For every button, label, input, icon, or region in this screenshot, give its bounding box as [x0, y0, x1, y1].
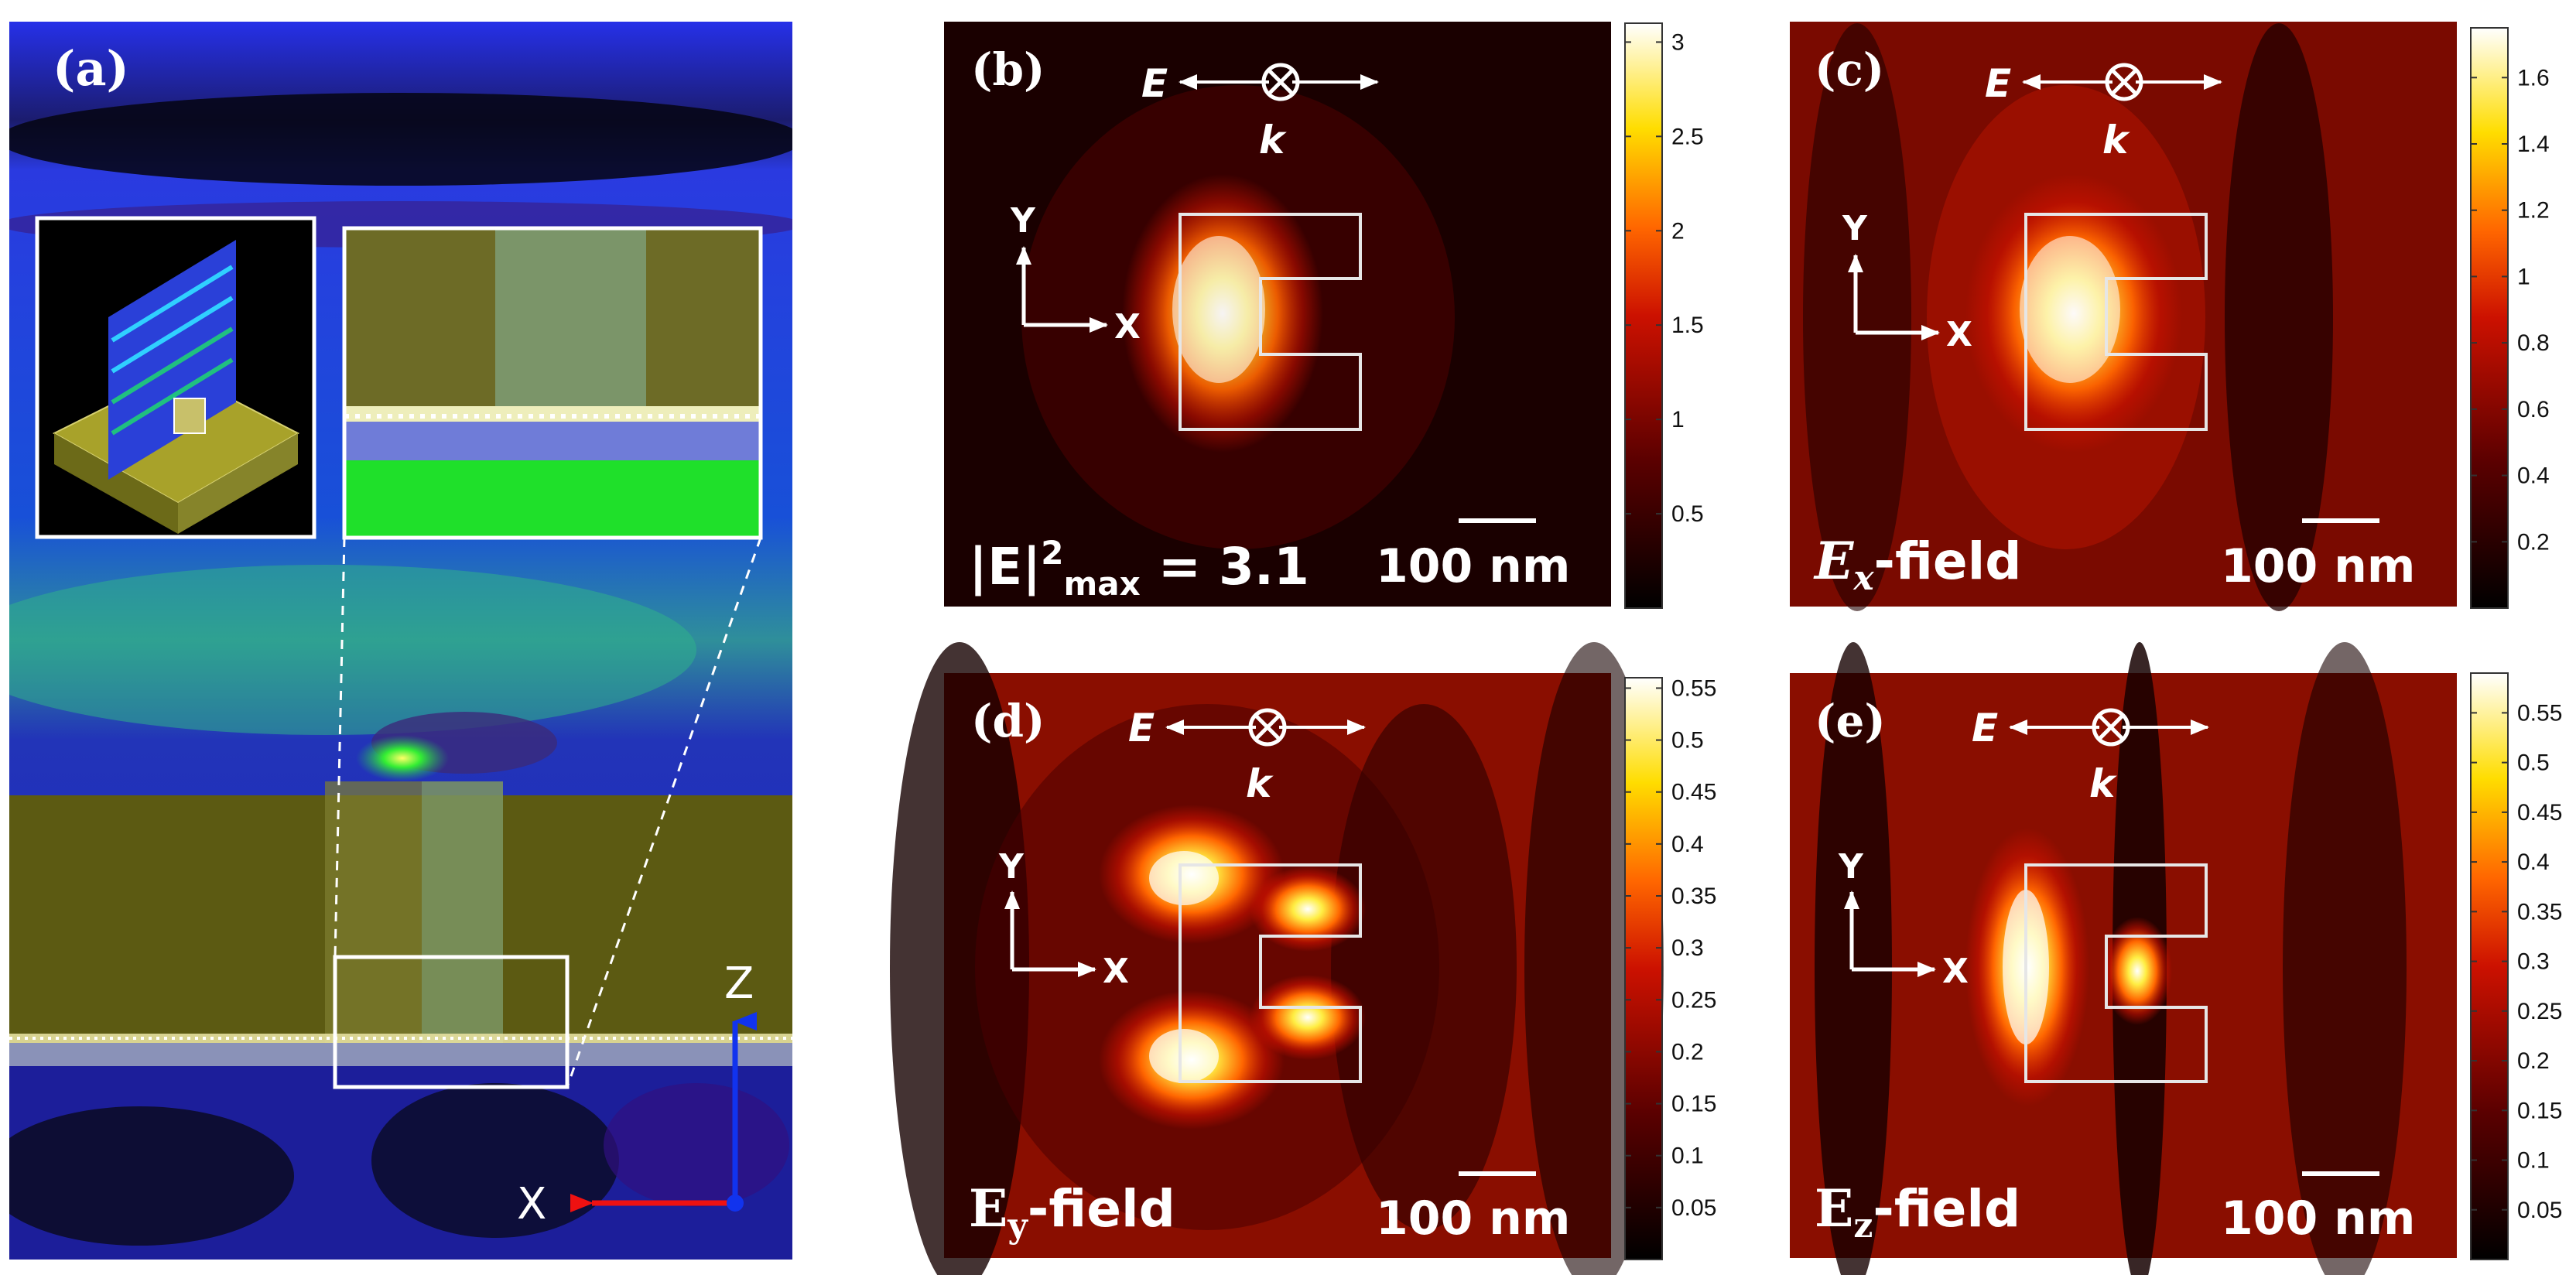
green-field-band: [9, 565, 696, 735]
k-into-page-icon: [1261, 63, 1300, 101]
field-label: |E|2max = 3.1: [969, 534, 1309, 603]
e-vector-label: E: [1985, 61, 2011, 106]
x-axis-label: X: [1942, 952, 1969, 991]
field-label: Ez-field: [1815, 1178, 2020, 1246]
scale-bar-label: 100 nm: [2221, 539, 2415, 593]
hotspot-d-upper-right: [1250, 867, 1366, 952]
colorbar-tick-label: 1.6: [2517, 65, 2550, 91]
colorbar-tick-label: 1.5: [1671, 313, 1704, 338]
colorbar-tick-label: 0.05: [2517, 1198, 2562, 1223]
zoom-line-right: [566, 537, 762, 1088]
colorbar-tick-label: 0.3: [1671, 935, 1704, 961]
metal-layer: [9, 1034, 792, 1043]
colorbar-tick-label: 1.2: [2517, 198, 2550, 224]
colorbar-tick-label: 3: [1671, 29, 1685, 55]
colorbar-tick-label: 0.4: [2517, 849, 2550, 875]
colorbar-tick-label: 1.4: [2517, 132, 2550, 157]
colorbar-tick-label: 0.8: [2517, 330, 2550, 356]
colorbar-tick-label: 0.2: [2517, 1048, 2550, 1074]
colorbar-tick-label: 2.5: [1671, 124, 1704, 149]
colorbar-tick-label: 2: [1671, 218, 1685, 244]
y-axis-label: Y: [1838, 847, 1864, 887]
field-label: Ex-field: [1813, 531, 2022, 598]
colorbar-tick-label: 0.6: [2517, 397, 2550, 422]
c-shape-outline: [2024, 863, 2208, 1083]
k-vector-label: k: [2102, 118, 2130, 162]
c-shape-outline: [1179, 863, 1362, 1083]
y-axis-label: Y: [1842, 209, 1868, 248]
colorbar-tick-label: 0.25: [1671, 987, 1716, 1013]
e-vector-label: E: [1972, 706, 1998, 750]
y-axis-label: Y: [998, 847, 1025, 887]
scale-bar-label: 100 nm: [1376, 1191, 1570, 1246]
colorbar-tick-label: 0.45: [1671, 780, 1716, 805]
panel-a: Z X (a): [9, 22, 792, 1260]
colorbar-tick-label: 1: [2517, 264, 2530, 289]
colorbar-tick-label: 0.2: [2517, 529, 2550, 555]
panel-a-label: (a): [53, 40, 129, 97]
colorbar-tick-label: 0.4: [2517, 463, 2550, 489]
panel-e: (e) E k Y X Ez-field 100 nm 0.550.50.450…: [1790, 642, 2562, 1275]
colorbar-tick-label: 0.1: [1671, 1143, 1704, 1169]
oxide-layer: [9, 1043, 792, 1066]
k-into-page-icon: [2092, 708, 2130, 747]
colorbar-tick-label: 0.25: [2517, 999, 2562, 1024]
e-vector-label: E: [1128, 706, 1155, 750]
panel-b: (b) E k Y X |E|2max = 3.1 100 nm 3 2.5 2 1.…: [944, 22, 1704, 609]
colorbar-tick-label: 0.55: [1671, 675, 1716, 701]
x-axis-label: X: [1103, 952, 1129, 991]
colorbar-tick-label: 0.2: [1671, 1039, 1704, 1065]
k-vector-label: k: [1246, 761, 1274, 806]
k-vector-label: k: [2089, 761, 2117, 806]
colorbar-tick-label: 0.4: [1671, 832, 1704, 857]
panel-c-label: (c): [1815, 43, 1884, 96]
hotspot-d-lower-right: [1250, 975, 1366, 1060]
c-shape-outline: [2024, 213, 2208, 431]
colorbar-tick-label: 0.5: [1671, 501, 1704, 527]
k-into-page-icon: [2105, 63, 2143, 101]
scale-bar-label: 100 nm: [1376, 539, 1570, 593]
inset-zoom-view: [342, 226, 763, 540]
dark-band-top: [9, 93, 792, 186]
colorbar-tick-label: 0.5: [1671, 728, 1704, 754]
scale-bar-label: 100 nm: [2221, 1191, 2415, 1246]
colorbar-tick-label: 0.15: [1671, 1092, 1716, 1117]
colorbar: 1.6 1.4 1.2 1 0.8 0.6 0.4 0.2: [2470, 27, 2550, 609]
x-axis-label: X: [1946, 315, 1972, 354]
zoom-region-box: [333, 955, 570, 1089]
x-axis-label: X: [1114, 307, 1141, 347]
k-into-page-icon: [1248, 708, 1287, 747]
c-shape-outline: [1179, 213, 1362, 431]
y-axis-label: Y: [1010, 201, 1036, 241]
inset-3d-view: [35, 216, 316, 539]
colorbar-tick-label: 0.1: [2517, 1148, 2550, 1174]
panel-a-axes: Z X: [517, 959, 757, 1229]
colorbar-tick-label: 0.35: [1671, 884, 1716, 909]
colorbar: 3 2.5 2 1.5 1 0.5: [1624, 22, 1704, 609]
colorbar-tick-label: 0.15: [2517, 1098, 2562, 1123]
panel-c: (c) E k Y X Ex-field 100 nm 1.6 1.4 1.2 1 0.…: [1790, 22, 2550, 611]
zoom-line-left: [334, 537, 346, 958]
colorbar: 0.55 0.5 0.45 0.4 0.35 0.3 0.25 0.2 0.15 0.1 0.05: [2470, 672, 2562, 1260]
k-vector-label: k: [1259, 118, 1287, 162]
colorbar-tick-label: 0.3: [2517, 949, 2550, 975]
colorbar-tick-label: 0.45: [2517, 800, 2562, 826]
colorbar-tick-label: 0.05: [1671, 1195, 1716, 1221]
panel-d: (d) E k Y X Ey-field 100 nm 0.550.50.450…: [890, 642, 1716, 1275]
hotspot-e-right: [2102, 917, 2172, 1025]
panel-d-label: (d): [971, 695, 1045, 747]
z-axis-label: Z: [724, 959, 754, 1009]
colorbar-tick-label: 0.55: [2517, 700, 2562, 726]
panel-b-label: (b): [971, 43, 1045, 96]
colorbar: 0.55 0.5 0.45 0.4 0.35 0.3 0.25 0.2 0.15 0.1 0.05: [1624, 675, 1716, 1260]
field-label: Ey-field: [969, 1178, 1175, 1246]
colorbar-tick-label: 1: [1671, 407, 1685, 432]
panel-e-label: (e): [1815, 695, 1886, 747]
e-vector-label: E: [1141, 61, 1168, 106]
colorbar-tick-label: 0.35: [2517, 899, 2562, 925]
colorbar-tick-label: 0.5: [2517, 750, 2550, 776]
x-axis-label: X: [517, 1179, 546, 1229]
